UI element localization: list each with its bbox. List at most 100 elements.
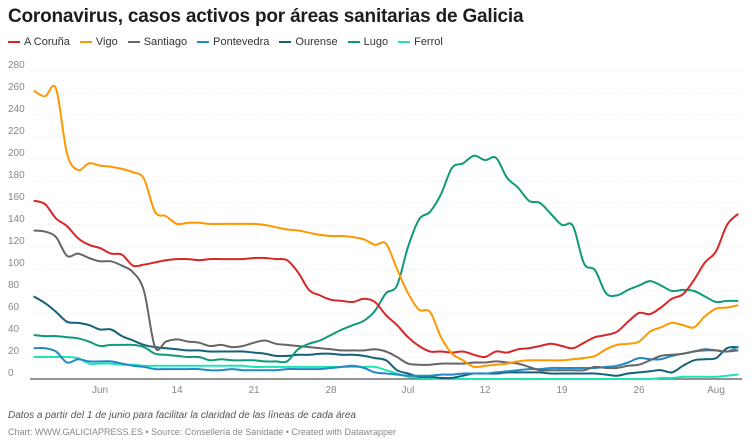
data-point [275,366,277,368]
data-point [484,364,486,367]
data-point [627,364,629,367]
series-line [33,229,739,372]
data-point [330,298,332,301]
legend-label: Santiago [143,36,188,48]
data-point [330,352,332,355]
data-point [220,364,222,367]
data-point [165,259,167,262]
data-point [66,225,68,228]
data-point [275,355,277,357]
data-point [539,378,541,380]
data-point [506,176,508,179]
data-point [627,342,629,345]
data-point [704,261,706,264]
data-point [176,355,178,357]
data-point [649,313,651,315]
data-point [451,377,453,379]
data-point [726,374,728,377]
data-point [187,221,189,224]
legend-swatch [347,41,360,43]
data-point [297,348,299,351]
data-point [561,359,563,362]
data-point [693,326,695,329]
data-point [440,362,442,365]
data-point [44,356,46,358]
data-point [671,290,673,292]
data-point [693,375,695,378]
data-point [407,246,409,248]
data-point [605,348,607,351]
data-point [374,243,376,246]
data-point [220,344,222,346]
data-point [99,328,101,331]
data-point [66,152,68,155]
data-point [495,378,497,380]
data-point [99,360,101,363]
data-point [308,342,310,345]
y-tick-label: 220 [8,126,25,137]
data-point [341,366,343,368]
data-point [726,347,728,350]
data-point [253,257,255,259]
data-point [319,234,321,236]
data-point [77,169,79,171]
data-point [44,347,46,350]
data-point [572,225,574,228]
data-point [88,162,90,165]
data-point [154,352,156,355]
data-point [462,372,464,375]
data-point [231,350,233,353]
data-point [462,350,464,353]
data-point [539,371,541,374]
data-point [66,320,68,323]
data-point [572,347,574,350]
data-point [99,260,101,263]
data-point [88,340,90,343]
data-point [572,378,574,380]
data-point [484,372,486,375]
data-point [660,306,662,309]
data-point [484,159,486,162]
y-tick-label: 180 [8,170,25,181]
data-point [220,369,222,372]
data-point [275,258,277,260]
data-point [715,250,717,253]
data-point [385,292,387,295]
data-point [682,352,684,355]
data-point [715,307,717,310]
data-point [286,366,288,368]
y-tick-label: 240 [8,104,25,115]
data-point [572,367,574,369]
data-point [165,215,167,218]
data-point [319,366,321,368]
data-point [484,378,486,380]
data-point [737,300,739,302]
data-point [715,301,717,303]
data-point [209,345,211,347]
data-point [341,353,343,356]
data-point [737,349,739,352]
data-point [176,258,178,260]
data-point [55,87,57,90]
data-point [143,346,145,348]
data-point [616,364,618,367]
data-point [495,371,497,374]
data-point [385,242,387,245]
data-point [55,217,57,220]
data-point [110,252,112,255]
legend-label: Ourense [295,36,338,48]
data-point [660,326,662,329]
data-point [561,345,563,347]
data-point [484,361,486,364]
data-point [187,356,189,358]
series-vigo [33,84,739,369]
data-point [88,257,90,259]
data-point [550,372,552,375]
data-point [407,292,409,295]
data-point [231,223,233,225]
data-point [77,337,79,340]
data-point [121,168,123,170]
data-point [528,359,530,362]
data-point [297,229,299,232]
data-point [528,368,530,370]
